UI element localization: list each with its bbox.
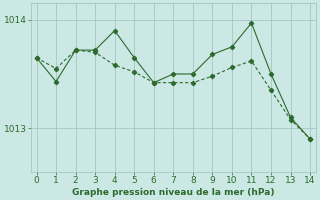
X-axis label: Graphe pression niveau de la mer (hPa): Graphe pression niveau de la mer (hPa)	[72, 188, 275, 197]
